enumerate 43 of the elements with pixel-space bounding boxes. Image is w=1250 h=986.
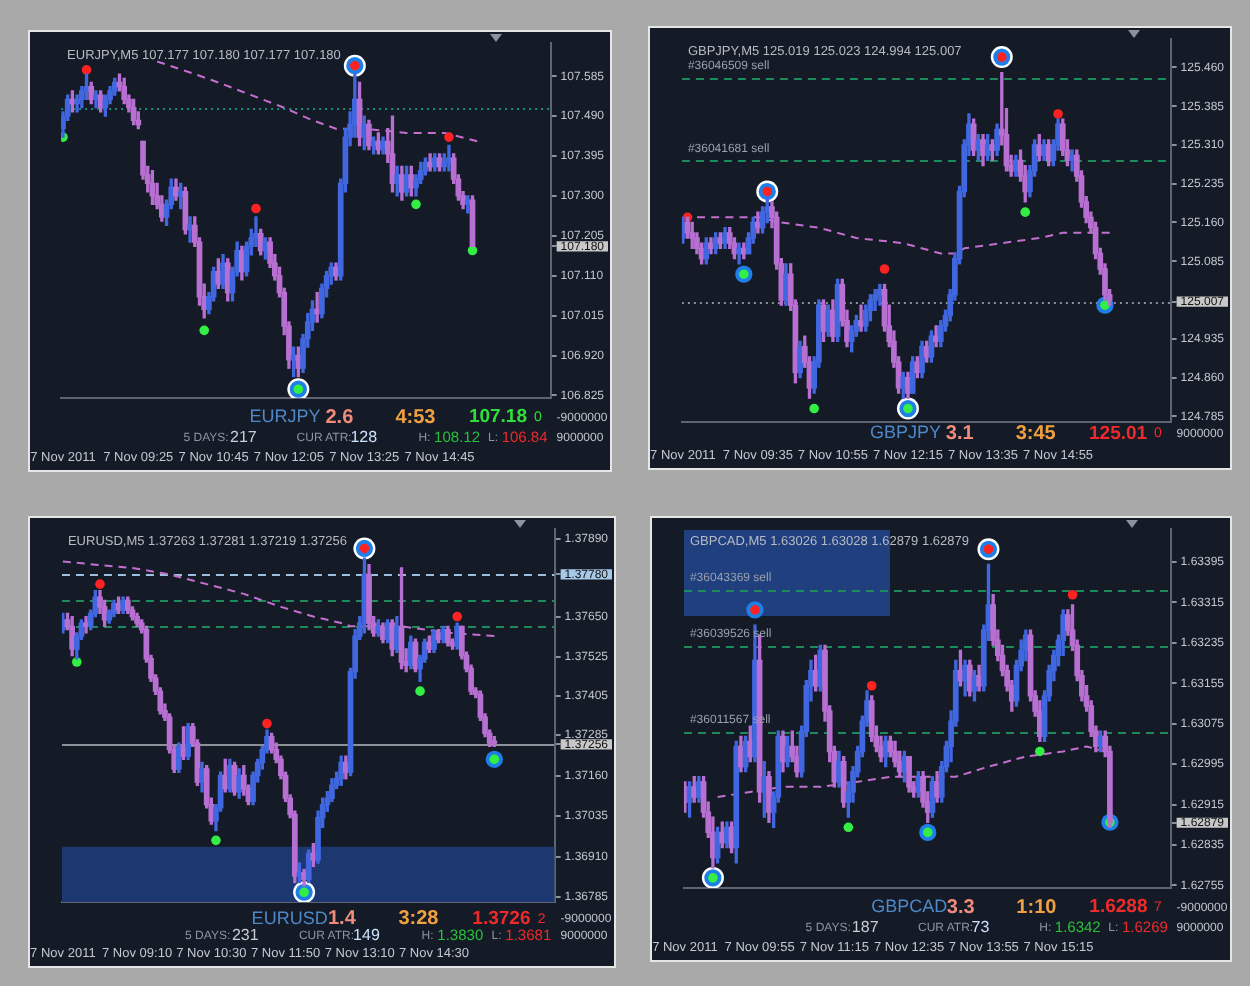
point	[843, 822, 854, 833]
point	[71, 657, 82, 667]
text: 3:45	[1015, 422, 1057, 445]
point	[199, 325, 210, 336]
point	[1035, 746, 1045, 757]
text: 1.4	[327, 908, 357, 931]
point	[444, 132, 454, 142]
text: 128	[350, 428, 379, 447]
text: 187	[851, 918, 880, 937]
candlestick	[74, 94, 80, 113]
text: 2.6	[325, 406, 355, 429]
text: 73	[971, 918, 991, 937]
text: GBPJPY	[870, 422, 942, 443]
point	[262, 718, 272, 729]
point	[809, 403, 819, 414]
text: 107.18	[468, 406, 527, 429]
point	[411, 199, 421, 210]
point	[866, 680, 877, 691]
point	[1053, 109, 1063, 119]
text: 149	[353, 926, 381, 945]
text: 231	[231, 926, 260, 945]
point	[1020, 207, 1031, 217]
point	[251, 203, 261, 214]
text: 3:28	[398, 908, 440, 931]
candlestick	[253, 216, 259, 247]
text: 3.3	[946, 896, 976, 919]
text: 217	[230, 428, 258, 447]
text: GBPCAD	[871, 896, 949, 917]
point	[95, 579, 105, 589]
text: 4:53	[395, 406, 437, 429]
point	[1067, 589, 1078, 600]
point	[415, 686, 425, 696]
point	[879, 264, 890, 274]
text: EURJPY	[249, 406, 321, 427]
point	[452, 611, 462, 622]
text: 1.6288	[1089, 896, 1148, 919]
text: 3.1	[945, 422, 975, 445]
candlestick	[446, 144, 452, 172]
text: 125.01	[1089, 422, 1149, 445]
text: 1:10	[1016, 896, 1058, 919]
text: EURUSD	[251, 907, 329, 928]
point	[211, 835, 221, 846]
text: 1.3726	[472, 908, 531, 931]
